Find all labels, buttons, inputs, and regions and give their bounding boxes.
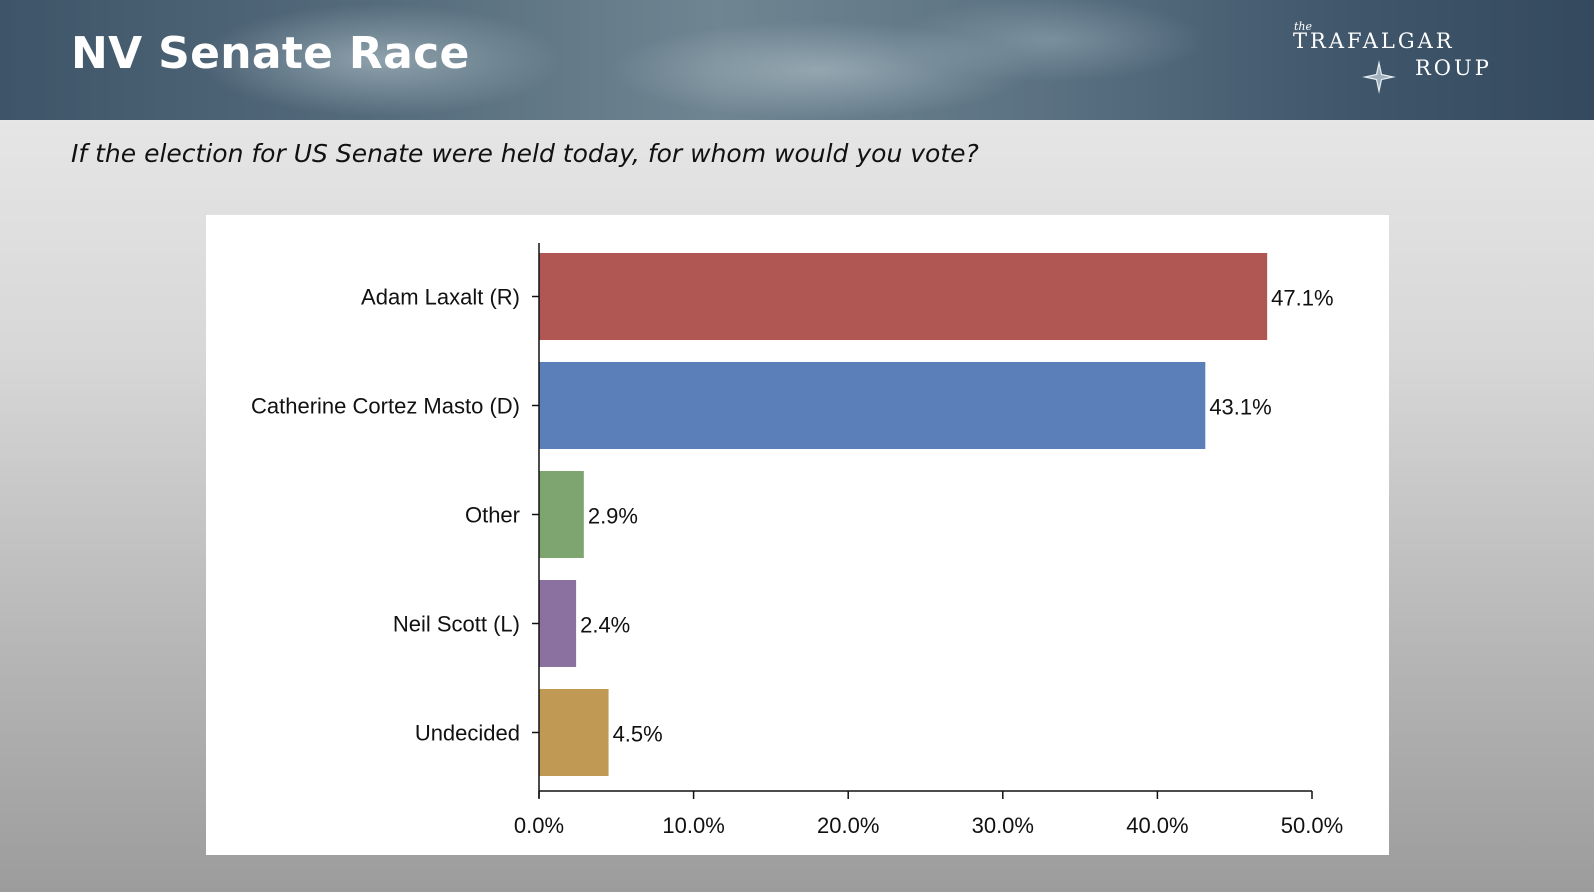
x-tick-label: 40.0% [1126,813,1188,838]
y-tick-label: Adam Laxalt (R) [361,285,520,310]
logo-line1-text: TRAFALGAR [1293,29,1455,53]
bar [539,253,1268,340]
survey-question: If the election for US Senate were held … [71,139,979,168]
y-tick-label: Neil Scott (L) [393,612,520,637]
y-tick-label: Catherine Cortez Masto (D) [251,394,520,419]
data-label: 4.5% [613,722,663,747]
bar [539,362,1206,449]
y-tick-label: Undecided [415,721,520,746]
trafalgar-group-logo: the TRAFALGAR ROUP [1282,18,1522,103]
x-tick-label: 0.0% [514,813,564,838]
bar [539,471,584,558]
compass-star-icon [1362,60,1396,94]
logo-line2-text: ROUP [1415,56,1492,80]
x-tick-label: 20.0% [817,813,879,838]
data-label: 2.4% [580,613,630,638]
x-tick-label: 30.0% [972,813,1034,838]
x-tick-label: 50.0% [1281,813,1343,838]
bar [539,580,577,667]
data-label: 43.1% [1209,395,1271,420]
data-label: 2.9% [588,504,638,529]
data-label: 47.1% [1271,286,1333,311]
page-title: NV Senate Race [71,28,470,79]
y-tick-label: Other [465,503,520,528]
logo-the-text: the [1294,20,1313,33]
x-tick-label: 10.0% [662,813,724,838]
bar-chart: Adam Laxalt (R) 47.1% Catherine Cortez Mas… [251,243,1343,838]
bar [539,689,609,776]
header-banner: NV Senate Race the TRAFALGAR ROUP [0,0,1594,120]
chart-panel: Adam Laxalt (R) 47.1% Catherine Cortez Mas… [206,215,1389,855]
